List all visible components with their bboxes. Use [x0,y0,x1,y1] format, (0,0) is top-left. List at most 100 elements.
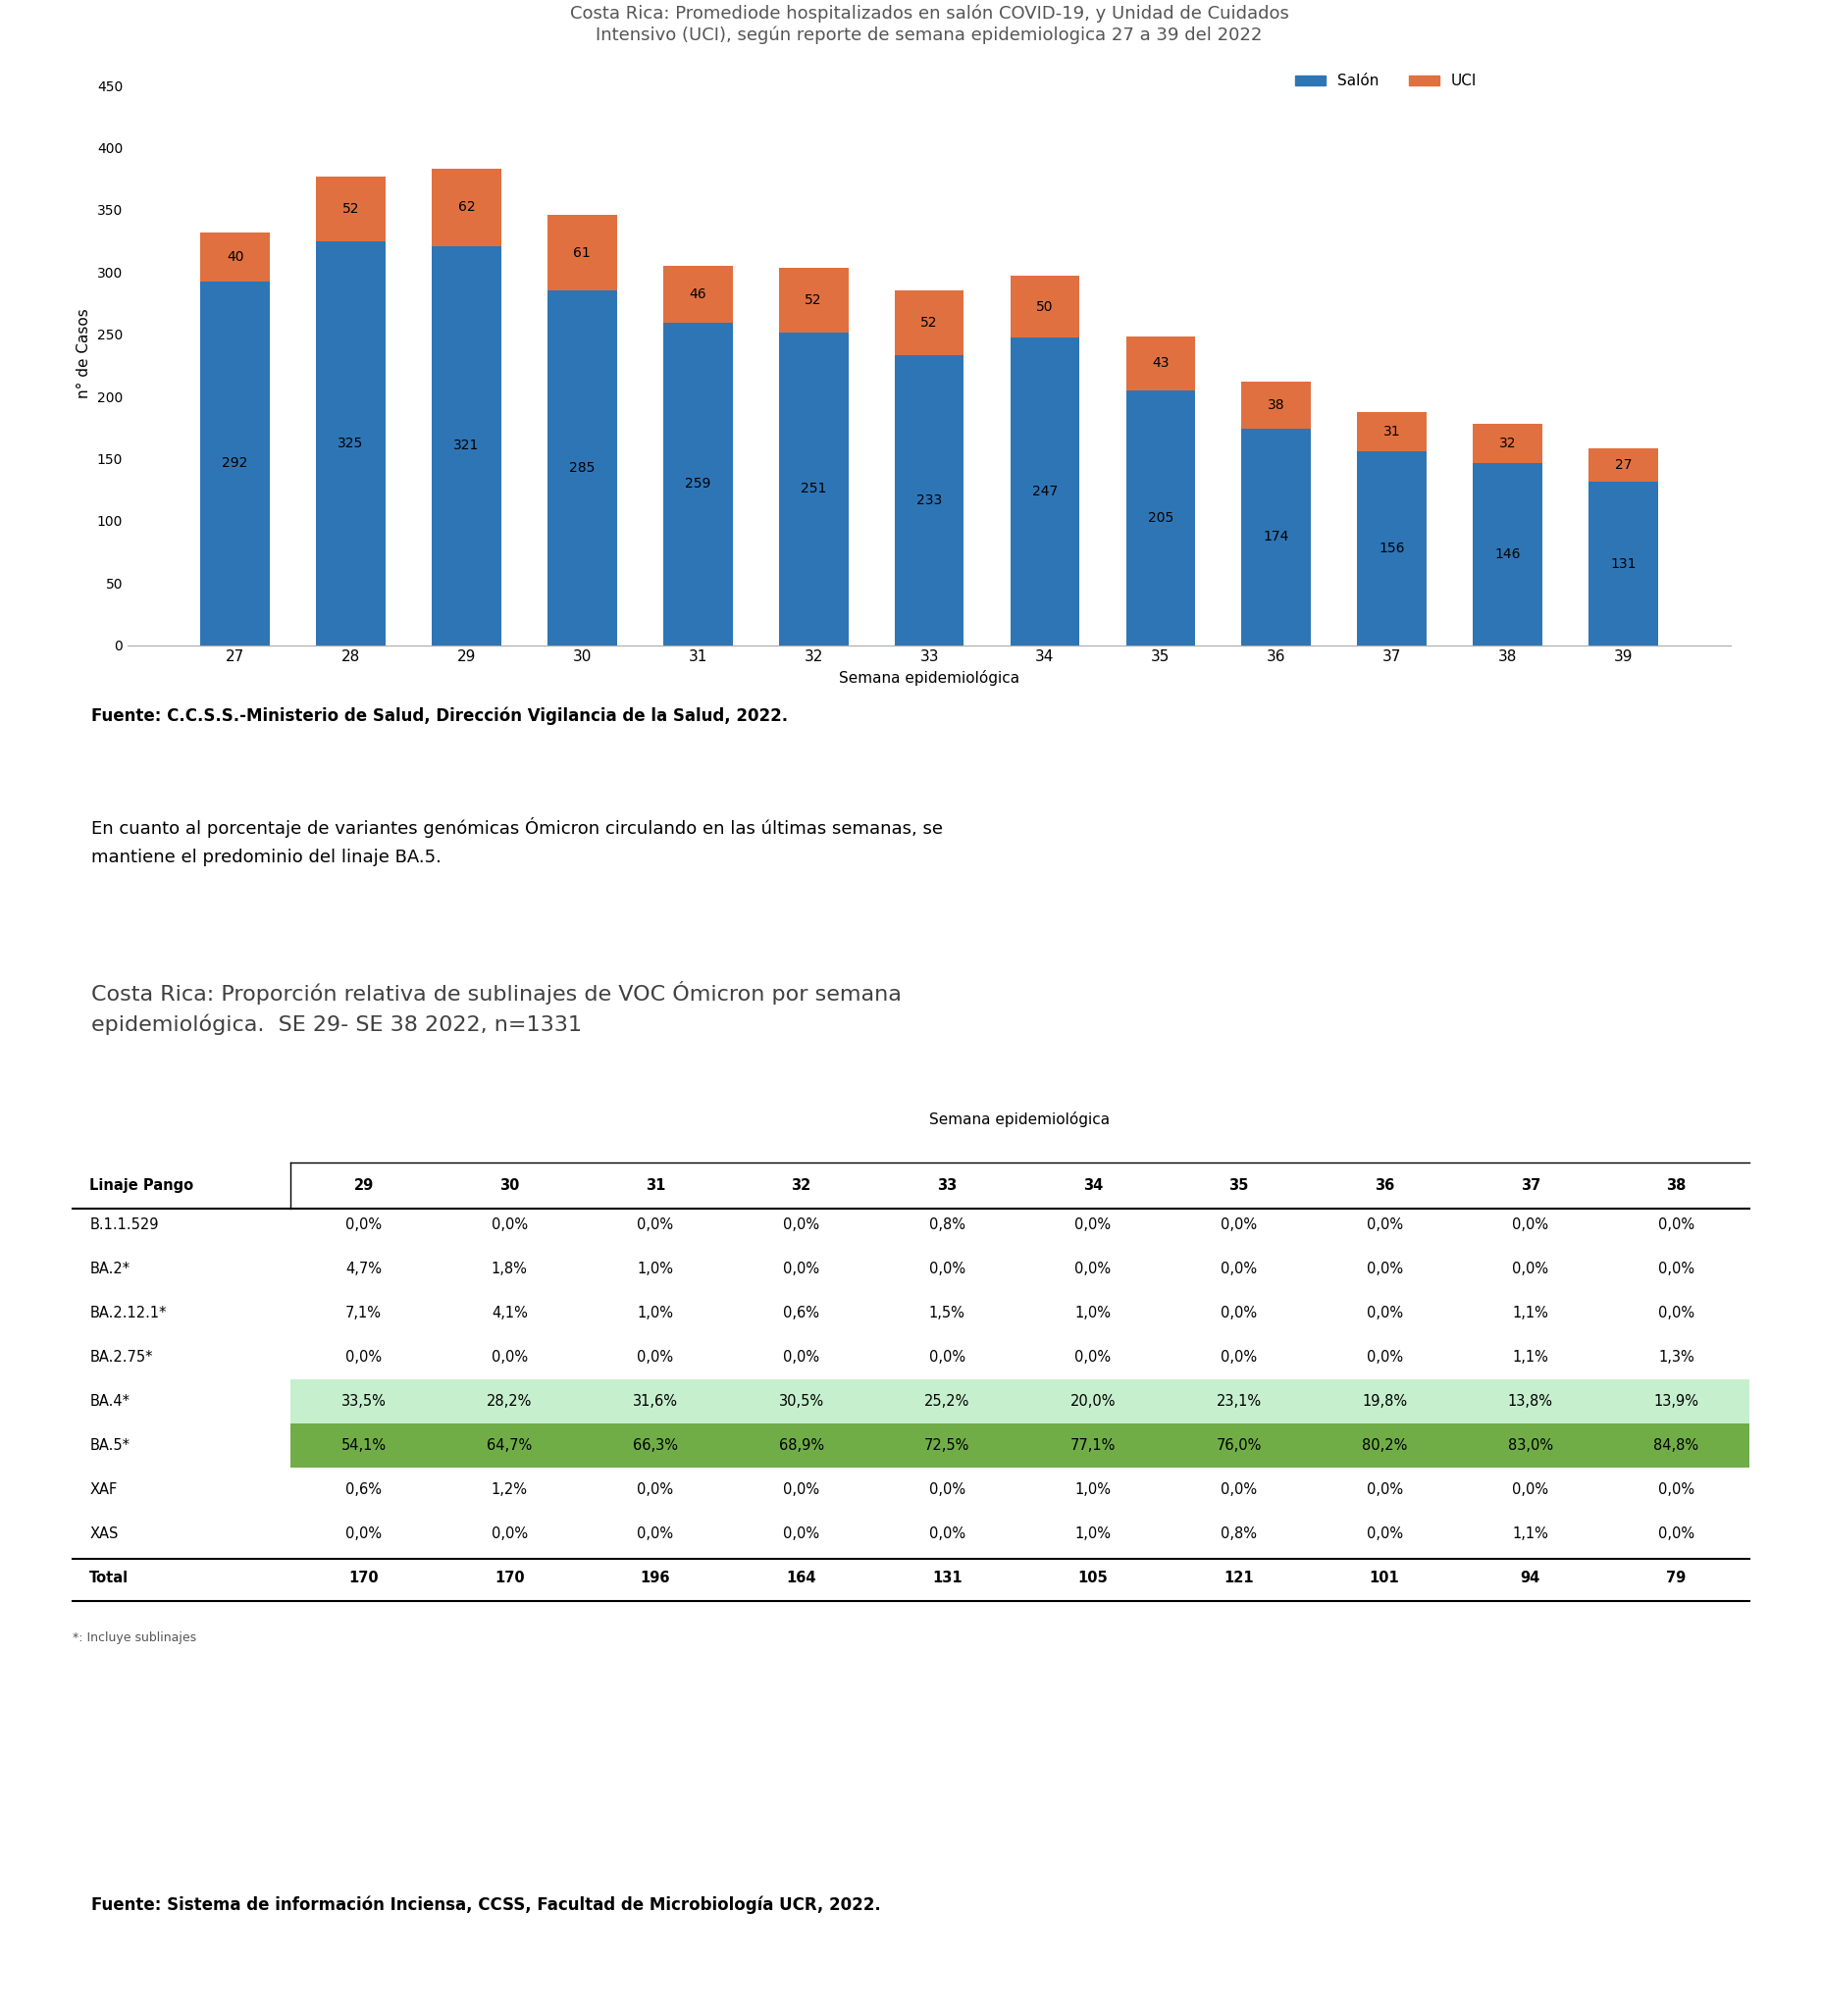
Text: 25,2%: 25,2% [924,1395,969,1409]
Text: 325: 325 [337,435,364,450]
X-axis label: Semana epidemiológica: Semana epidemiológica [838,669,1020,685]
Text: 52: 52 [920,317,938,331]
Bar [1009,339,1080,645]
Text: 0,0%: 0,0% [929,1262,966,1276]
Text: 0,0%: 0,0% [1366,1306,1403,1320]
Text: 0,0%: 0,0% [1075,1218,1111,1232]
Text: 0,0%: 0,0% [1075,1262,1111,1276]
Text: 62: 62 [457,200,476,214]
Text: 233: 233 [916,494,942,508]
Text: 0,0%: 0,0% [638,1351,674,1365]
Bar [200,282,270,645]
Text: *: Incluye sublinajes: *: Incluye sublinajes [73,1631,197,1645]
Text: 4,7%: 4,7% [346,1262,383,1276]
Text: 0,0%: 0,0% [492,1218,528,1232]
Bar [315,240,386,645]
Text: XAF: XAF [89,1482,117,1498]
Bar [1126,391,1195,645]
Text: 0,0%: 0,0% [1221,1218,1257,1232]
Text: 20,0%: 20,0% [1070,1395,1115,1409]
Bar [432,169,501,246]
Text: 146: 146 [1494,548,1521,560]
Text: 1,2%: 1,2% [492,1482,528,1498]
Text: 76,0%: 76,0% [1215,1439,1261,1454]
Text: 0,0%: 0,0% [1221,1306,1257,1320]
Bar [1589,450,1658,482]
Text: 259: 259 [685,478,711,492]
Text: 174: 174 [1263,530,1290,544]
Text: 1,0%: 1,0% [638,1306,674,1320]
Text: 251: 251 [800,482,827,496]
Text: 1,8%: 1,8% [492,1262,528,1276]
Text: 83,0%: 83,0% [1509,1439,1552,1454]
Bar [547,290,618,645]
Bar [315,175,386,240]
Text: 0,0%: 0,0% [492,1526,528,1542]
Text: 0,0%: 0,0% [638,1218,674,1232]
Text: 170: 170 [494,1570,525,1587]
Text: 77,1%: 77,1% [1070,1439,1115,1454]
Text: 0,0%: 0,0% [1366,1262,1403,1276]
Bar [1357,452,1427,645]
Text: En cuanto al porcentaje de variantes genómicas Ómicron circulando en las últimas: En cuanto al porcentaje de variantes gen… [91,816,942,867]
Text: 0,0%: 0,0% [1366,1482,1403,1498]
Text: 0,0%: 0,0% [929,1482,966,1498]
Text: 105: 105 [1079,1570,1108,1587]
Text: 131: 131 [1611,556,1636,571]
Text: 292: 292 [222,458,248,470]
Text: 1,1%: 1,1% [1512,1306,1549,1320]
Text: 196: 196 [640,1570,670,1587]
Text: 1,0%: 1,0% [1075,1526,1111,1542]
Text: 66,3%: 66,3% [632,1439,678,1454]
Text: 0,0%: 0,0% [346,1526,383,1542]
Text: 0,0%: 0,0% [1658,1482,1694,1498]
Bar [778,333,849,645]
Text: 131: 131 [933,1570,962,1587]
Text: 0,0%: 0,0% [346,1218,383,1232]
Text: 68,9%: 68,9% [778,1439,824,1454]
Text: 54,1%: 54,1% [341,1439,386,1454]
Text: 0,0%: 0,0% [1221,1262,1257,1276]
Bar [547,216,618,290]
Text: BA.5*: BA.5* [89,1439,129,1454]
Title: Costa Rica: Promediode hospitalizados en salón COVID-19, y Unidad de Cuidados
In: Costa Rica: Promediode hospitalizados en… [570,4,1288,44]
Text: 101: 101 [1370,1570,1399,1587]
Text: 35: 35 [1228,1177,1248,1193]
Text: Semana epidemiológica: Semana epidemiológica [929,1111,1110,1127]
Text: 19,8%: 19,8% [1361,1395,1407,1409]
Text: 7,1%: 7,1% [346,1306,383,1320]
Text: 30: 30 [499,1177,519,1193]
Text: 13,9%: 13,9% [1654,1395,1698,1409]
Bar [1126,337,1195,391]
Text: 0,0%: 0,0% [1075,1351,1111,1365]
Text: 1,0%: 1,0% [1075,1306,1111,1320]
Bar [200,232,270,282]
Text: Costa Rica: Proporción relativa de sublinajes de VOC Ómicron por semana
epidemio: Costa Rica: Proporción relativa de subli… [91,982,902,1034]
Text: 38: 38 [1665,1177,1685,1193]
Text: 34: 34 [1082,1177,1102,1193]
Text: 164: 164 [787,1570,816,1587]
Text: 156: 156 [1379,540,1405,554]
Text: Fuente: C.C.S.S.-Ministerio de Salud, Dirección Vigilancia de la Salud, 2022.: Fuente: C.C.S.S.-Ministerio de Salud, Di… [91,706,787,726]
Text: 0,0%: 0,0% [1512,1218,1549,1232]
Text: 79: 79 [1667,1570,1685,1587]
Text: 40: 40 [226,250,244,264]
Text: 0,0%: 0,0% [492,1351,528,1365]
Text: 0,0%: 0,0% [1512,1262,1549,1276]
Text: 28,2%: 28,2% [486,1395,532,1409]
Bar [292,1379,1749,1423]
Text: 23,1%: 23,1% [1215,1395,1261,1409]
Bar [663,323,732,645]
Text: 31: 31 [645,1177,665,1193]
Text: 31: 31 [1383,425,1401,439]
Text: 0,0%: 0,0% [783,1262,820,1276]
Text: 0,0%: 0,0% [346,1351,383,1365]
Bar [1357,413,1427,452]
Text: 27: 27 [1614,458,1633,472]
Text: XAS: XAS [89,1526,118,1542]
Text: 94: 94 [1520,1570,1540,1587]
Text: 0,0%: 0,0% [783,1351,820,1365]
Text: Linaje Pango: Linaje Pango [89,1177,193,1193]
Text: 205: 205 [1148,510,1173,524]
Text: 0,0%: 0,0% [638,1526,674,1542]
